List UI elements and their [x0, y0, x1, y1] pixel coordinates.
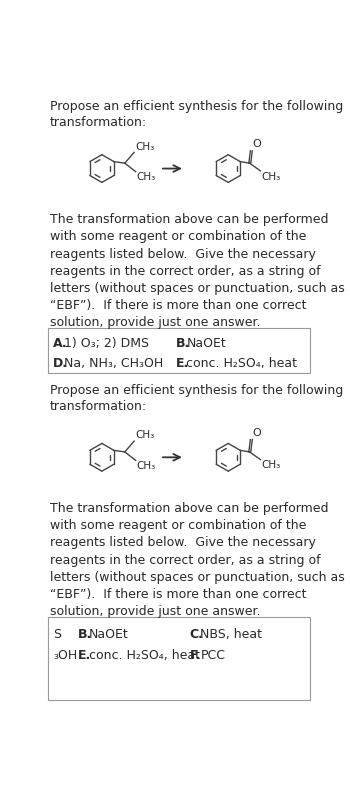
Bar	[48, 328, 310, 373]
Text: The transformation above can be performed
with some reagent or combination of th: The transformation above can be performe…	[50, 213, 345, 329]
Text: The transformation above can be performed
with some reagent or combination of th: The transformation above can be performe…	[50, 502, 345, 619]
Text: B.: B.	[78, 628, 92, 641]
Bar	[48, 618, 310, 700]
Text: O: O	[253, 428, 261, 438]
Text: 1) O₃; 2) DMS: 1) O₃; 2) DMS	[64, 337, 149, 350]
Text: E.: E.	[175, 357, 189, 370]
Text: ₃OH: ₃OH	[53, 650, 77, 662]
Text: A.: A.	[53, 337, 68, 350]
Text: CH₃: CH₃	[261, 172, 280, 181]
Text: conc. H₂SO₄, heat: conc. H₂SO₄, heat	[186, 357, 298, 370]
Text: conc. H₂SO₄, heat: conc. H₂SO₄, heat	[89, 650, 200, 662]
Text: NaOEt: NaOEt	[186, 337, 226, 350]
Text: E.: E.	[78, 650, 91, 662]
Text: Propose an efficient synthesis for the following
transformation:: Propose an efficient synthesis for the f…	[50, 100, 343, 129]
Text: O: O	[253, 139, 261, 149]
Text: D.: D.	[53, 357, 68, 370]
Text: F.: F.	[189, 650, 201, 662]
Text: S: S	[53, 628, 61, 641]
Text: Propose an efficient synthesis for the following
transformation:: Propose an efficient synthesis for the f…	[50, 384, 343, 413]
Text: Na, NH₃, CH₃OH: Na, NH₃, CH₃OH	[64, 357, 163, 370]
Text: NaOEt: NaOEt	[89, 628, 128, 641]
Text: PCC: PCC	[200, 650, 225, 662]
Text: CH₃: CH₃	[135, 142, 154, 152]
Text: CH₃: CH₃	[135, 430, 154, 440]
Text: NBS, heat: NBS, heat	[200, 628, 262, 641]
Text: CH₃: CH₃	[261, 460, 280, 471]
Text: C.: C.	[189, 628, 203, 641]
Text: CH₃: CH₃	[136, 461, 156, 471]
Text: B.: B.	[175, 337, 190, 350]
Text: CH₃: CH₃	[136, 173, 156, 182]
